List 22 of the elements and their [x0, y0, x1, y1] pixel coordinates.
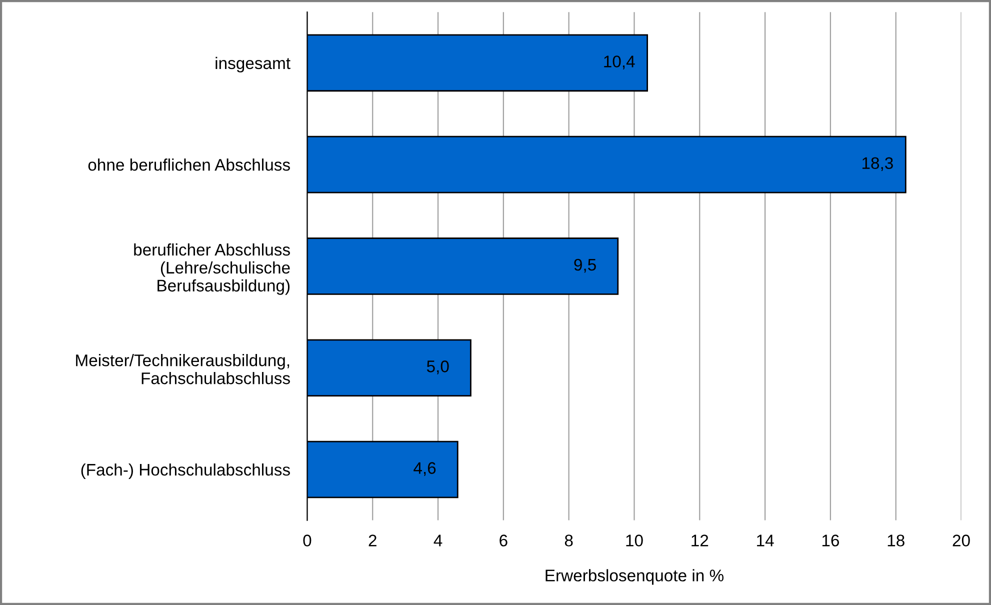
data-label: 18,3 [862, 157, 893, 172]
data-label: 9,5 [574, 258, 596, 273]
y-tick-label: (Fach-) Hochschulabschluss [81, 463, 290, 479]
x-tick-label: 4 [434, 534, 442, 546]
x-tick-label: 14 [757, 534, 774, 546]
x-tick-label: 12 [692, 534, 708, 546]
x-tick-label: 8 [564, 534, 573, 546]
x-axis-title: Erwerbslosenquote in % [546, 569, 724, 585]
data-label: 10,4 [604, 56, 635, 70]
x-tick-label: 20 [952, 534, 970, 546]
y-tick-label: Meister/Technikerausbildung, Fachschulabschluss [76, 354, 290, 384]
x-tick-label: 18 [888, 534, 904, 546]
y-tick-label: beruflicher Abschluss (Lehre/schulische Berufsausbildung) [134, 243, 290, 295]
x-tick-label: 0 [303, 534, 312, 546]
data-label: 5,0 [426, 360, 449, 374]
x-tick-label: 2 [368, 534, 376, 546]
y-tick-label: ohne beruflichen Abschluss [88, 158, 290, 171]
x-tick-label: 6 [500, 534, 508, 546]
x-tick-label: 16 [822, 534, 839, 546]
x-tick-label: 10 [626, 534, 643, 546]
y-tick-label: insgesamt [216, 56, 290, 72]
data-label: 4,6 [414, 462, 436, 476]
